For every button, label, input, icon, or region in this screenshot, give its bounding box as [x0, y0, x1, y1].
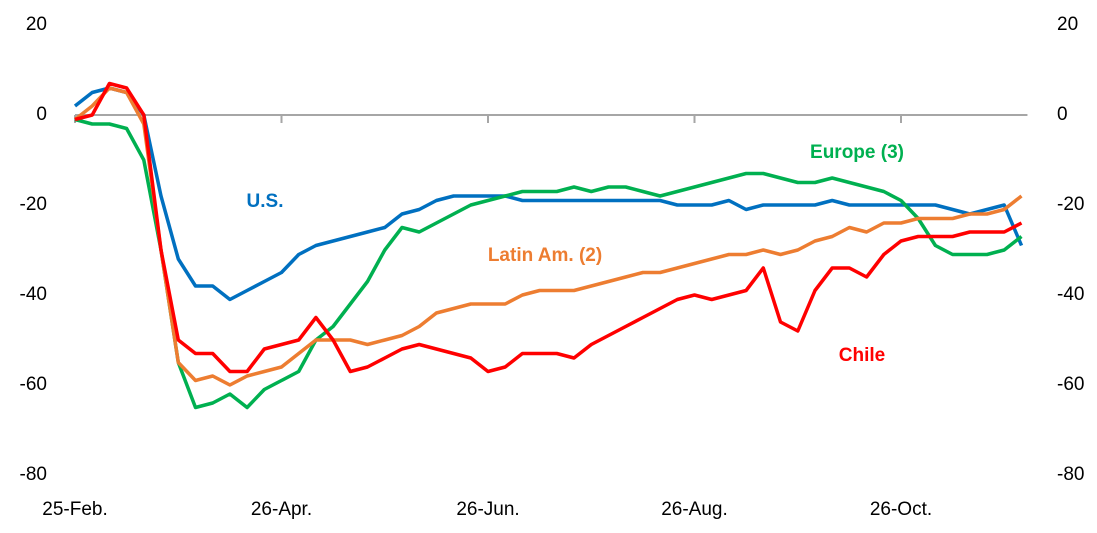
series-line: [74, 81, 1023, 374]
x-tick-label: 26-Apr.: [251, 499, 312, 520]
series-line: [73, 86, 1023, 387]
y2-tick-label: 20: [1057, 14, 1078, 35]
y2-tick-label: -20: [1057, 194, 1084, 215]
y-tick-label: -80: [20, 464, 47, 485]
y2-tick-label: -80: [1057, 464, 1084, 485]
y2-tick-label: -40: [1057, 284, 1084, 305]
x-tick-label: 26-Aug.: [661, 499, 728, 520]
series-label: Chile: [839, 345, 885, 366]
y-tick-label: -40: [20, 284, 47, 305]
series-label: U.S.: [247, 191, 284, 212]
y2-tick-label: 0: [1057, 104, 1068, 125]
series-line: [73, 86, 1024, 302]
y-tick-label: 0: [36, 104, 47, 125]
x-tick-label: 26-Oct.: [870, 499, 932, 520]
series-line: [74, 117, 1023, 410]
y-tick-label: -20: [20, 194, 47, 215]
x-tick-label: 26-Jun.: [456, 499, 519, 520]
y2-tick-label: -60: [1057, 374, 1084, 395]
y-tick-label: 20: [26, 14, 47, 35]
series-label: Latin Am. (2): [488, 245, 602, 266]
series-label: Europe (3): [810, 142, 904, 163]
y-tick-label: -60: [20, 374, 47, 395]
x-tick-label: 25-Feb.: [42, 499, 107, 520]
